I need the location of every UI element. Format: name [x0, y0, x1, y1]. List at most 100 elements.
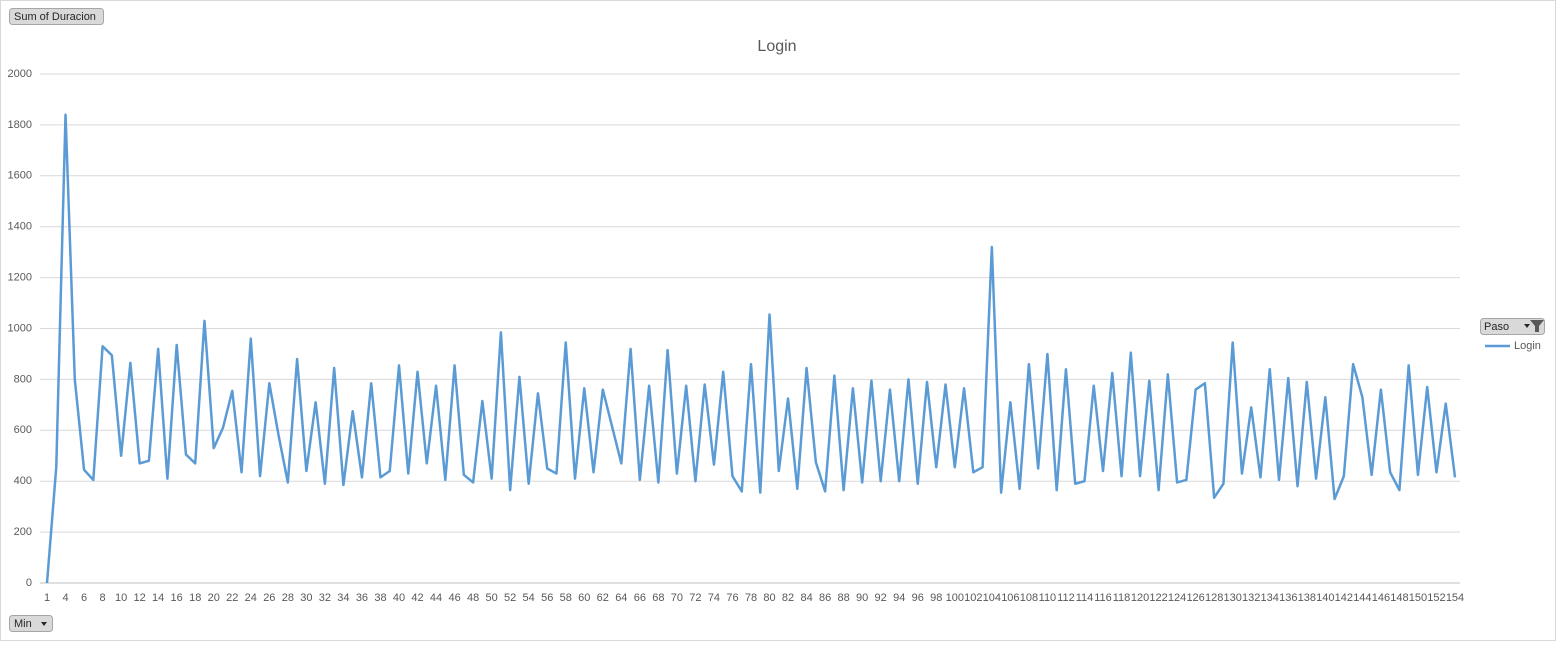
legend-field-button[interactable]	[1480, 318, 1545, 335]
x-tick-label: 78	[745, 592, 757, 604]
x-tick-label: 94	[893, 592, 905, 604]
x-tick-label: 116	[1094, 592, 1112, 604]
x-tick-label: 42	[411, 592, 423, 604]
x-tick-label: 38	[374, 592, 386, 604]
x-tick-label: 132	[1242, 592, 1260, 604]
y-tick-label: 800	[14, 373, 32, 385]
x-tick-label: 58	[560, 592, 572, 604]
x-tick-label: 100	[946, 592, 964, 604]
values-field-label: Sum of Duracion	[14, 11, 96, 23]
x-tick-label: 110	[1039, 592, 1057, 604]
x-tick-label: 126	[1186, 592, 1204, 604]
axis-field-button[interactable]	[9, 615, 53, 632]
x-tick-label: 144	[1353, 592, 1371, 604]
x-tick-label: 28	[282, 592, 294, 604]
x-tick-label: 136	[1279, 592, 1297, 604]
x-tick-label: 92	[875, 592, 887, 604]
x-tick-label: 88	[838, 592, 850, 604]
y-tick-label: 1400	[8, 221, 32, 233]
y-tick-label: 1200	[8, 272, 32, 284]
x-tick-label: 68	[652, 592, 664, 604]
x-tick-label: 20	[208, 592, 220, 604]
x-tick-label: 32	[319, 592, 331, 604]
x-tick-label: 154	[1446, 592, 1464, 604]
x-tick-label: 26	[263, 592, 275, 604]
x-tick-label: 138	[1298, 592, 1316, 604]
x-tick-label: 8	[100, 592, 106, 604]
x-tick-label: 4	[62, 592, 68, 604]
x-tick-label: 70	[671, 592, 683, 604]
x-tick-label: 66	[634, 592, 646, 604]
y-tick-label: 2000	[8, 68, 32, 80]
x-tick-label: 148	[1390, 592, 1408, 604]
x-tick-label: 72	[689, 592, 701, 604]
legend-label: Login	[1514, 340, 1541, 352]
x-tick-label: 102	[964, 592, 982, 604]
x-tick-label: 60	[578, 592, 590, 604]
y-tick-label: 1800	[8, 119, 32, 131]
x-tick-label: 46	[448, 592, 460, 604]
x-tick-label: 18	[189, 592, 201, 604]
axis-field-label: Min	[14, 618, 32, 630]
x-tick-label: 14	[152, 592, 164, 604]
x-tick-label: 108	[1020, 592, 1038, 604]
x-tick-label: 16	[171, 592, 183, 604]
x-tick-label: 112	[1057, 592, 1075, 604]
x-tick-label: 142	[1335, 592, 1353, 604]
chart-title: Login	[757, 38, 796, 55]
x-tick-label: 1	[44, 592, 50, 604]
x-tick-label: 64	[615, 592, 627, 604]
x-tick-label: 12	[134, 592, 146, 604]
x-tick-label: 128	[1205, 592, 1223, 604]
x-tick-label: 134	[1261, 592, 1279, 604]
y-tick-label: 200	[14, 526, 32, 538]
x-tick-label: 104	[983, 592, 1001, 604]
x-tick-label: 122	[1149, 592, 1167, 604]
x-tick-label: 82	[782, 592, 794, 604]
x-tick-label: 90	[856, 592, 868, 604]
y-tick-label: 1600	[8, 170, 32, 182]
x-tick-label: 130	[1224, 592, 1242, 604]
x-tick-label: 52	[504, 592, 516, 604]
legend-field-label: Paso	[1484, 321, 1509, 333]
x-tick-label: 96	[912, 592, 924, 604]
x-tick-label: 36	[356, 592, 368, 604]
x-tick-label: 118	[1113, 592, 1131, 604]
x-tick-label: 80	[763, 592, 775, 604]
x-tick-label: 34	[337, 592, 349, 604]
x-tick-label: 98	[930, 592, 942, 604]
filter-icon	[1530, 320, 1544, 332]
x-tick-label: 22	[226, 592, 238, 604]
x-tick-label: 106	[1001, 592, 1019, 604]
x-tick-label: 76	[726, 592, 738, 604]
x-tick-label: 10	[115, 592, 127, 604]
y-tick-label: 400	[14, 475, 32, 487]
y-tick-label: 0	[26, 577, 32, 589]
dropdown-arrow	[1524, 324, 1530, 328]
x-tick-label: 44	[430, 592, 442, 604]
x-tick-label: 150	[1409, 592, 1427, 604]
series-line	[45, 113, 1457, 584]
values-field-button[interactable]	[9, 8, 104, 25]
x-tick-label: 152	[1427, 592, 1445, 604]
x-tick-label: 40	[393, 592, 405, 604]
x-tick-label: 48	[467, 592, 479, 604]
x-tick-label: 146	[1372, 592, 1390, 604]
x-tick-label: 54	[523, 592, 535, 604]
x-tick-label: 62	[597, 592, 609, 604]
x-tick-label: 124	[1168, 592, 1186, 604]
y-tick-label: 600	[14, 424, 32, 436]
x-tick-label: 50	[486, 592, 498, 604]
x-tick-label: 6	[81, 592, 87, 604]
y-tick-label: 1000	[8, 322, 32, 334]
dropdown-arrow	[41, 622, 47, 626]
x-tick-label: 56	[541, 592, 553, 604]
x-tick-label: 24	[245, 592, 257, 604]
x-tick-label: 86	[819, 592, 831, 604]
x-tick-label: 114	[1076, 592, 1094, 604]
x-tick-label: 84	[800, 592, 812, 604]
x-tick-label: 74	[708, 592, 720, 604]
